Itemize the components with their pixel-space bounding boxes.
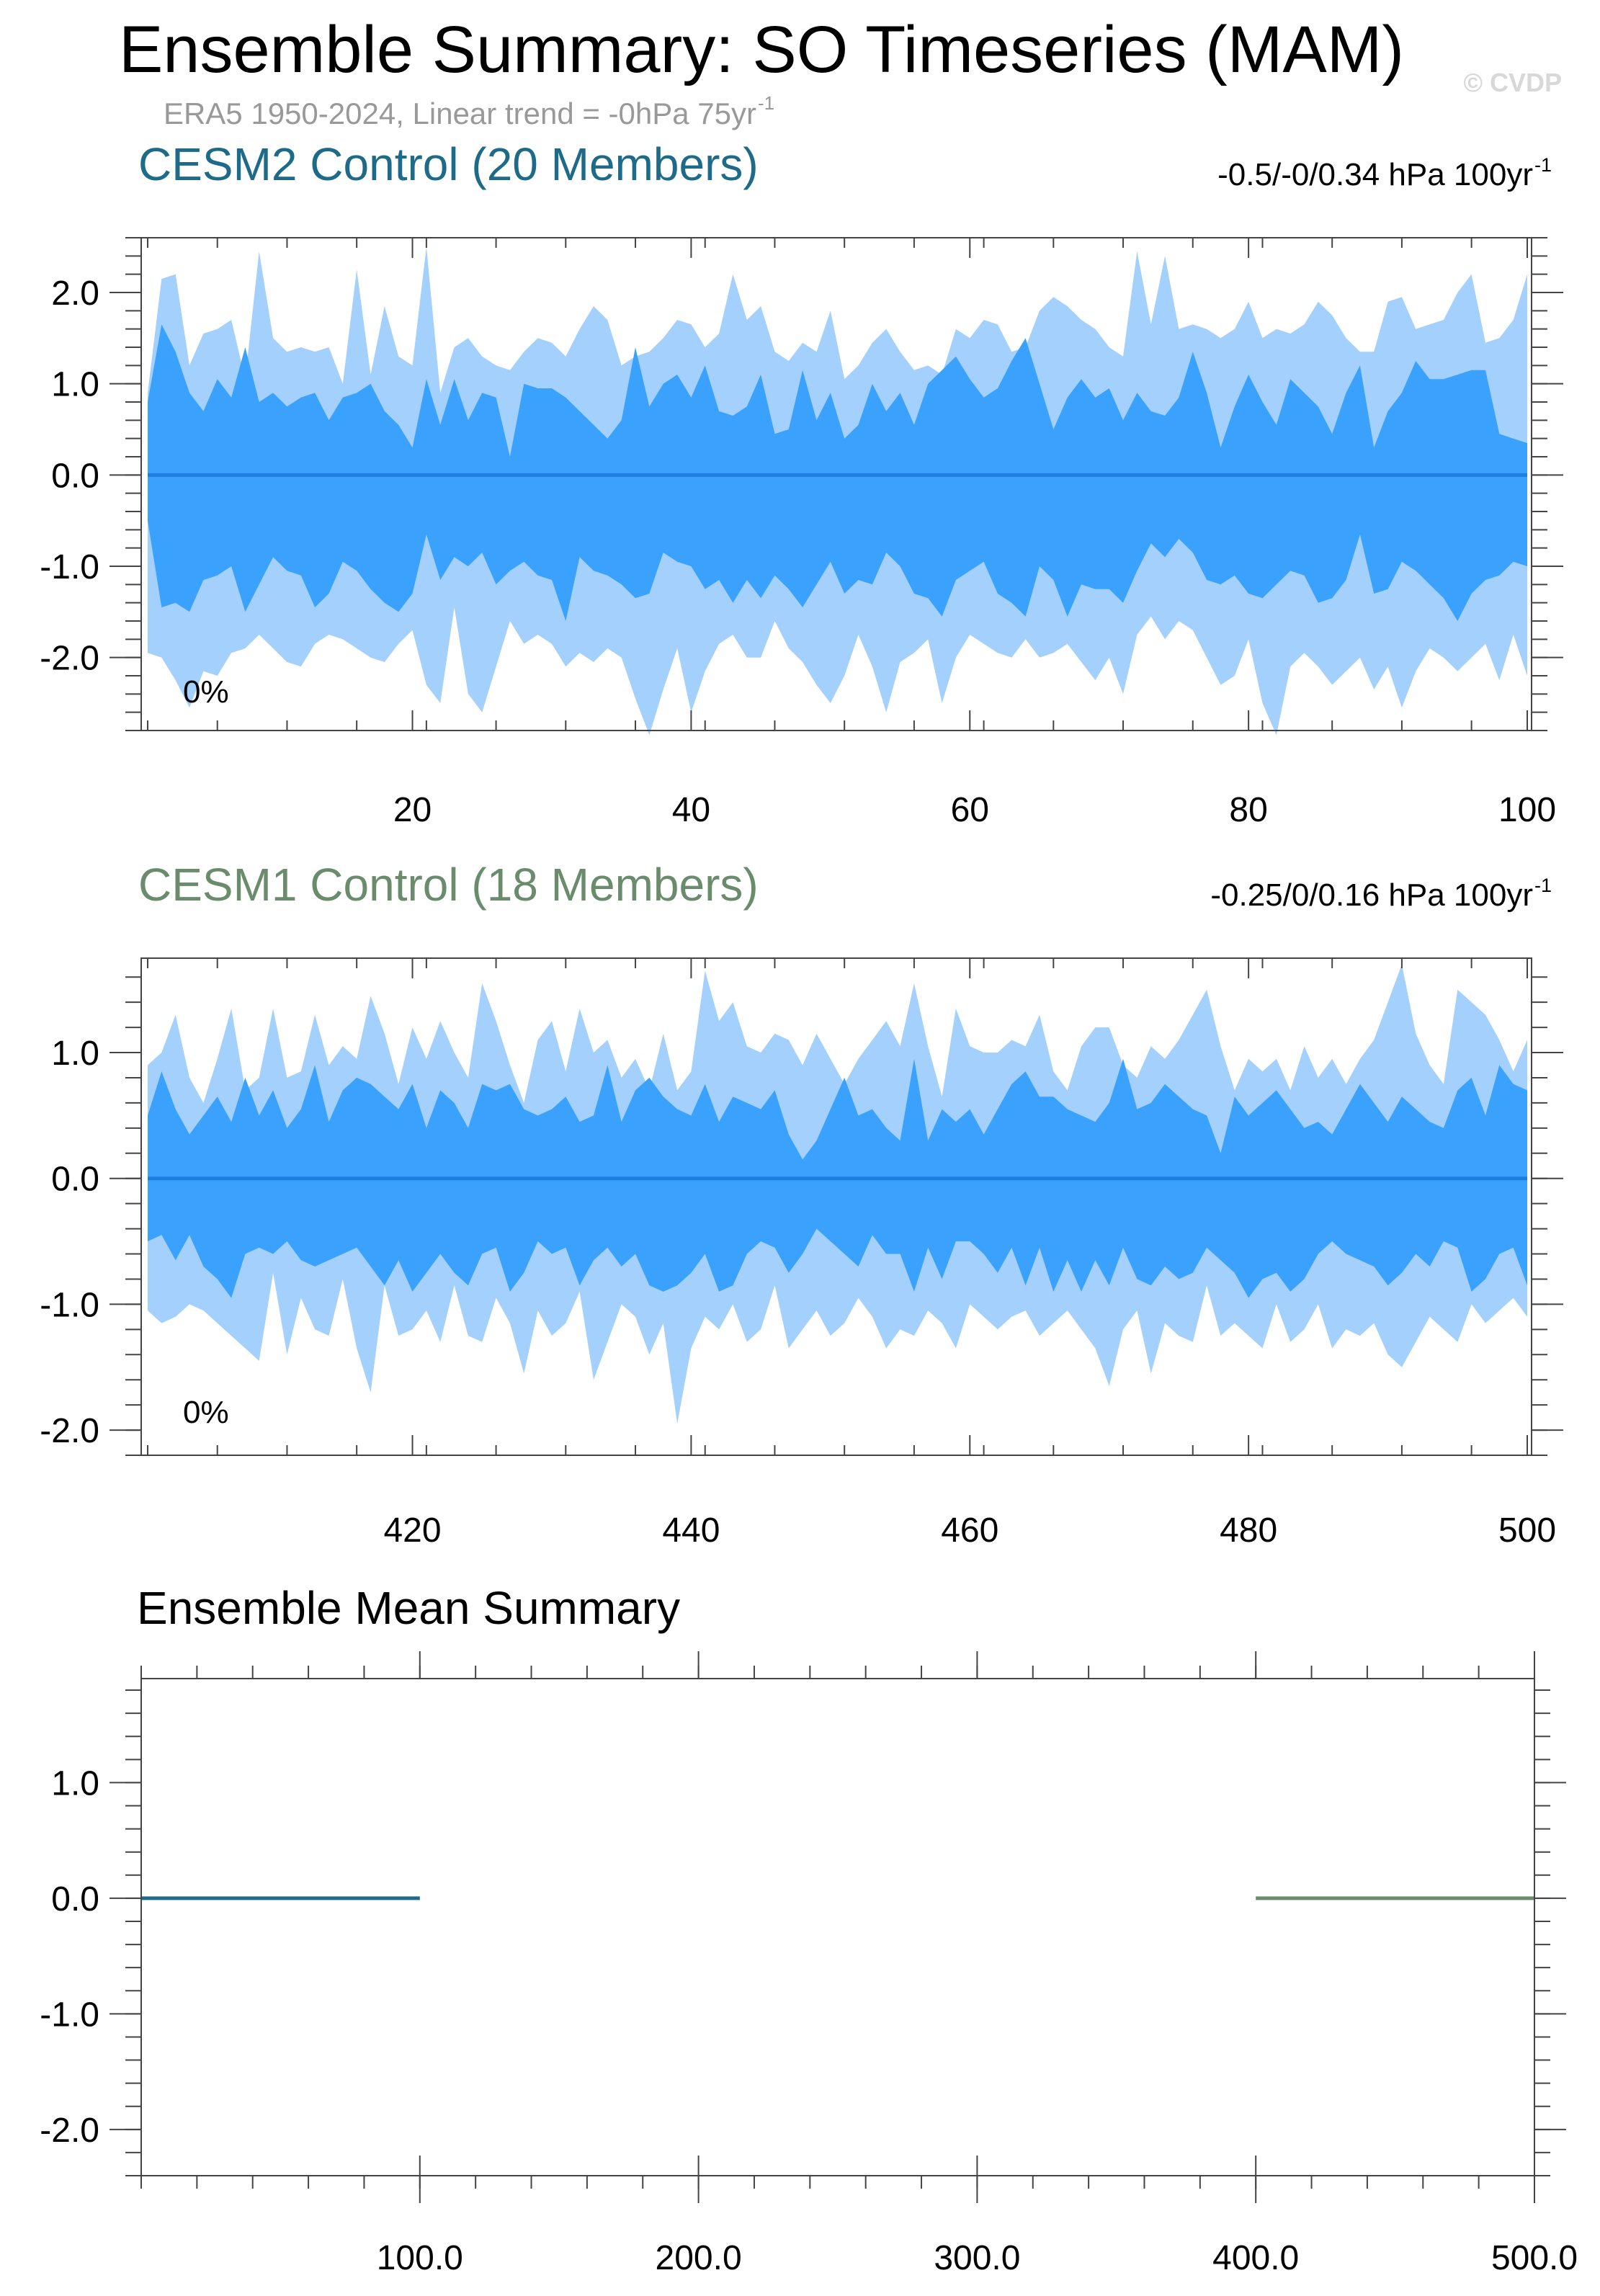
- x-tick-label: 480: [1220, 1511, 1277, 1550]
- y-tick-label: 0.0: [51, 1161, 99, 1199]
- trend-superscript-cesm2: -1: [1534, 154, 1552, 176]
- x-tick-label: 80: [1229, 791, 1267, 829]
- y-tick-label: 1.0: [51, 1764, 99, 1803]
- percent-label-cesm1: 0%: [183, 1395, 229, 1430]
- ensemble-10-90-band: [148, 324, 1527, 621]
- y-tick-label: 0.0: [51, 457, 99, 495]
- y-tick-label: 1.0: [51, 366, 99, 404]
- x-tick-label: 40: [672, 791, 710, 829]
- axes-cesm1: 420 440 460 480 500 -2.0 -1.0 0.0 1.0: [40, 958, 1563, 1550]
- y-tick-label: 2.0: [51, 274, 99, 313]
- panel-title-ensemble-mean: Ensemble Mean Summary: [137, 1582, 680, 1634]
- panel-title-cesm1: CESM1 Control (18 Members): [138, 859, 759, 911]
- axes-cesm2: 20 40 60 80 100 -2.0 -1.0 0.0 1.0 2.0: [40, 237, 1563, 829]
- plot-area-cesm2: [148, 246, 1527, 736]
- panel-ensemble-mean-summary: Ensemble Mean Summary 100.0 200.0 300.0 400…: [40, 1582, 1578, 2277]
- trend-text-cesm1: -0.25/0/0.16 hPa 100yr: [1210, 877, 1533, 913]
- axes-ensemble-mean: 100.0 200.0 300.0 400.0 500.0 -2.0 -1.0 0.0 1.0: [40, 1651, 1578, 2277]
- x-tick-label: 500.0: [1491, 2239, 1578, 2277]
- x-tick-label: 500: [1498, 1511, 1556, 1550]
- trend-text-cesm2: -0.5/-0/0.34 hPa 100yr: [1217, 157, 1533, 192]
- plot-area-cesm1: [148, 964, 1527, 1424]
- y-tick-label: -2.0: [40, 2112, 99, 2150]
- plot-frame-cesm2: [140, 237, 1532, 731]
- y-tick-label: -1.0: [40, 548, 99, 586]
- x-tick-label: 300.0: [934, 2239, 1020, 2277]
- percent-label-cesm2: 0%: [183, 674, 229, 710]
- y-tick-label: -1.0: [40, 1286, 99, 1324]
- y-tick-label: -2.0: [40, 640, 99, 678]
- panel-title-cesm2: CESM2 Control (20 Members): [138, 138, 759, 190]
- x-tick-label: 200.0: [656, 2239, 742, 2277]
- y-tick-label: -1.0: [40, 1996, 99, 2034]
- panel-cesm2: CESM2 Control (20 Members) -0.5/-0/0.34 …: [40, 138, 1563, 829]
- watermark: © CVDP: [1463, 68, 1562, 97]
- x-tick-label: 100: [1498, 791, 1556, 829]
- x-tick-label: 100.0: [377, 2239, 463, 2277]
- figure-title: Ensemble Summary: SO Timeseries (MAM): [119, 13, 1404, 86]
- x-tick-label: 400.0: [1212, 2239, 1299, 2277]
- figure-subtitle: ERA5 1950-2024, Linear trend = -0hPa 75y…: [164, 97, 756, 130]
- y-tick-label: 1.0: [51, 1035, 99, 1073]
- x-tick-label: 20: [393, 791, 432, 829]
- figure-subtitle-superscript: -1: [758, 92, 774, 114]
- x-tick-label: 60: [951, 791, 989, 829]
- plot-frame-ensemble-mean: [140, 1678, 1535, 2176]
- trend-superscript-cesm1: -1: [1534, 875, 1552, 896]
- plot-frame-cesm1: [140, 957, 1532, 1456]
- x-tick-label: 420: [383, 1511, 441, 1550]
- panel-cesm1: CESM1 Control (18 Members) -0.25/0/0.16 …: [40, 859, 1563, 1550]
- y-tick-label: 0.0: [51, 1880, 99, 1918]
- y-tick-label: -2.0: [40, 1412, 99, 1450]
- x-tick-label: 440: [662, 1511, 720, 1550]
- x-tick-label: 460: [941, 1511, 998, 1550]
